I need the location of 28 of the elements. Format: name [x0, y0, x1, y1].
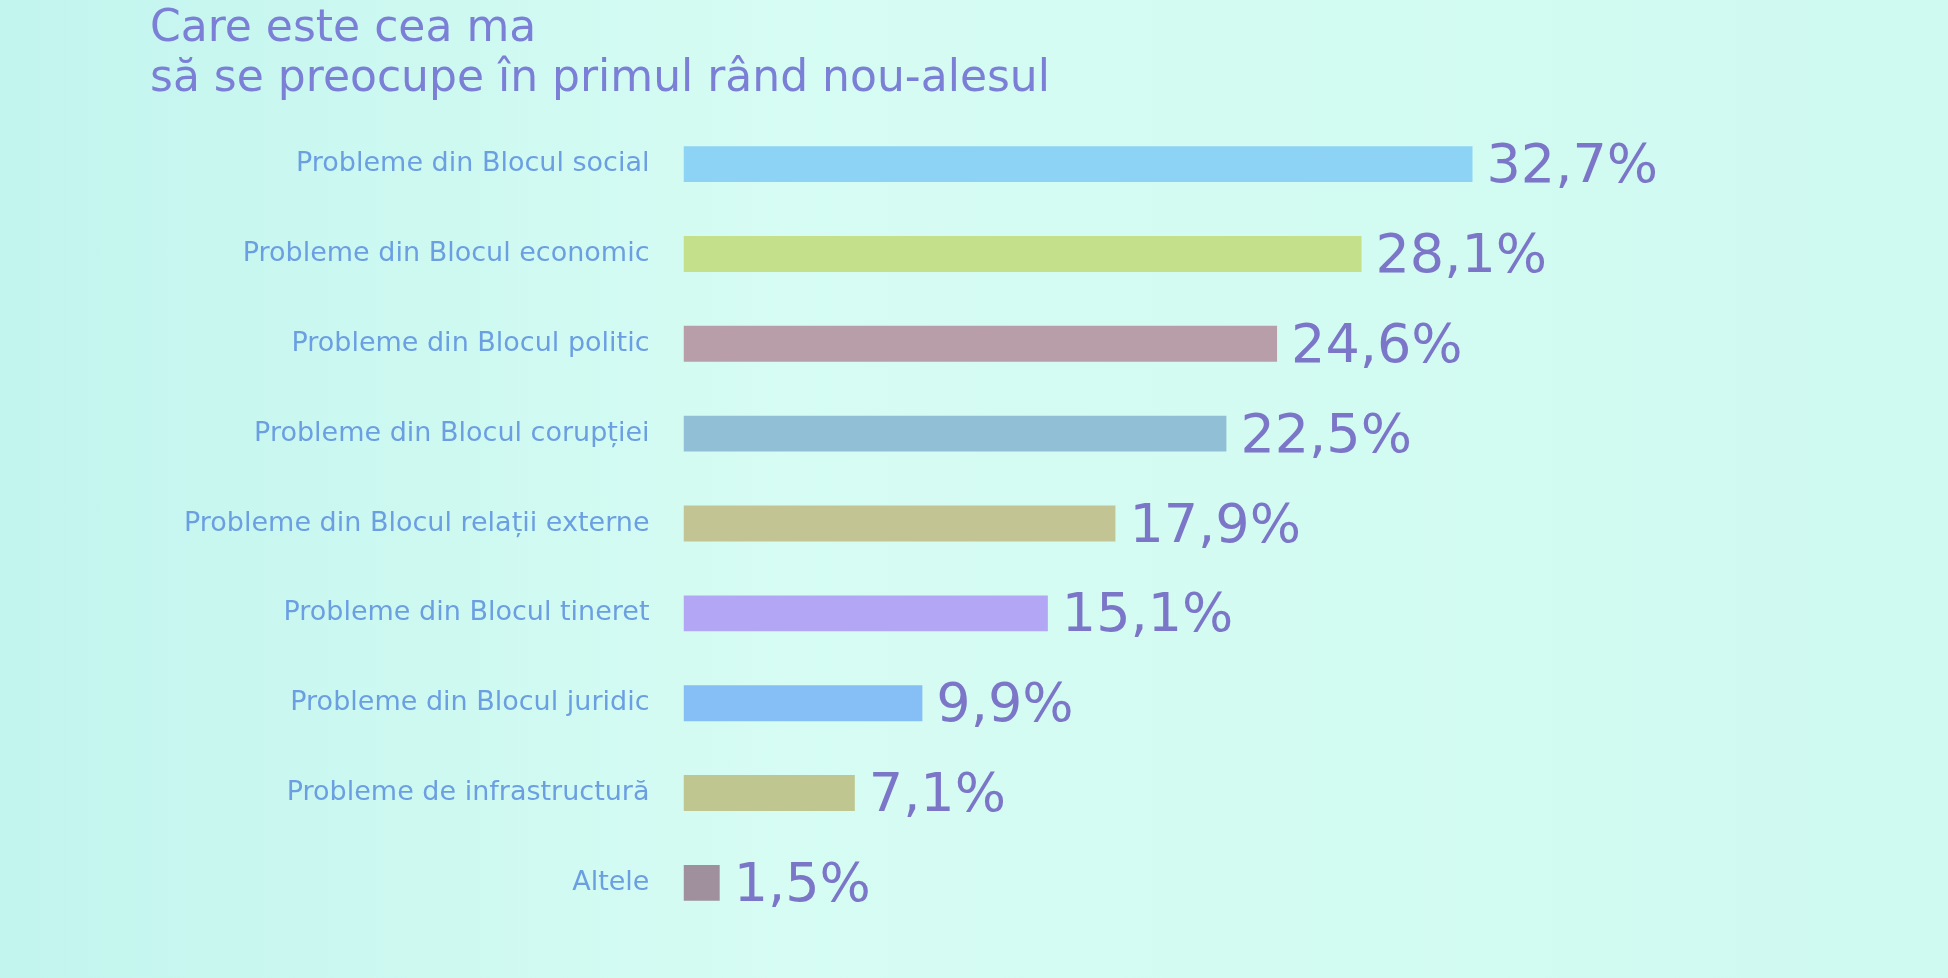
data-label: 24,6%: [1291, 311, 1463, 375]
data-label: 9,9%: [936, 671, 1074, 735]
y-tick-label: Probleme din Blocul economic: [242, 235, 650, 267]
bar: [683, 325, 1278, 362]
bar: [683, 236, 1362, 272]
bar: [683, 415, 1227, 452]
data-label: 22,5%: [1240, 401, 1412, 465]
data-label: 15,1%: [1061, 581, 1234, 645]
chart-title: Care este cea ma să se preocupe în primul rând nou-alesul: [150, 0, 1050, 102]
bar: [683, 595, 1048, 632]
bar: [683, 685, 923, 722]
y-tick-label: Probleme din Blocul tineret: [283, 595, 650, 627]
data-label: 32,7%: [1486, 132, 1659, 196]
y-tick-label: Altele: [572, 864, 650, 896]
bar: [683, 864, 720, 901]
data-label: 7,1%: [868, 761, 1007, 825]
y-tick-label: Probleme din Blocul juridic: [290, 685, 650, 717]
y-tick-label: Probleme din Blocul relații externe: [184, 505, 650, 538]
bar: [683, 146, 1473, 183]
data-label: 28,1%: [1375, 222, 1548, 285]
y-tick-label: Probleme din Blocul corupției: [254, 415, 650, 448]
data-label: 1,5%: [733, 850, 871, 914]
bar: [683, 775, 855, 811]
y-tick-label: Probleme din Blocul politic: [291, 325, 650, 357]
y-tick-label: Probleme de infrastructură: [286, 775, 650, 807]
bar: [683, 505, 1116, 542]
y-tick-label: Probleme din Blocul social: [296, 146, 650, 178]
data-label: 17,9%: [1129, 491, 1301, 555]
